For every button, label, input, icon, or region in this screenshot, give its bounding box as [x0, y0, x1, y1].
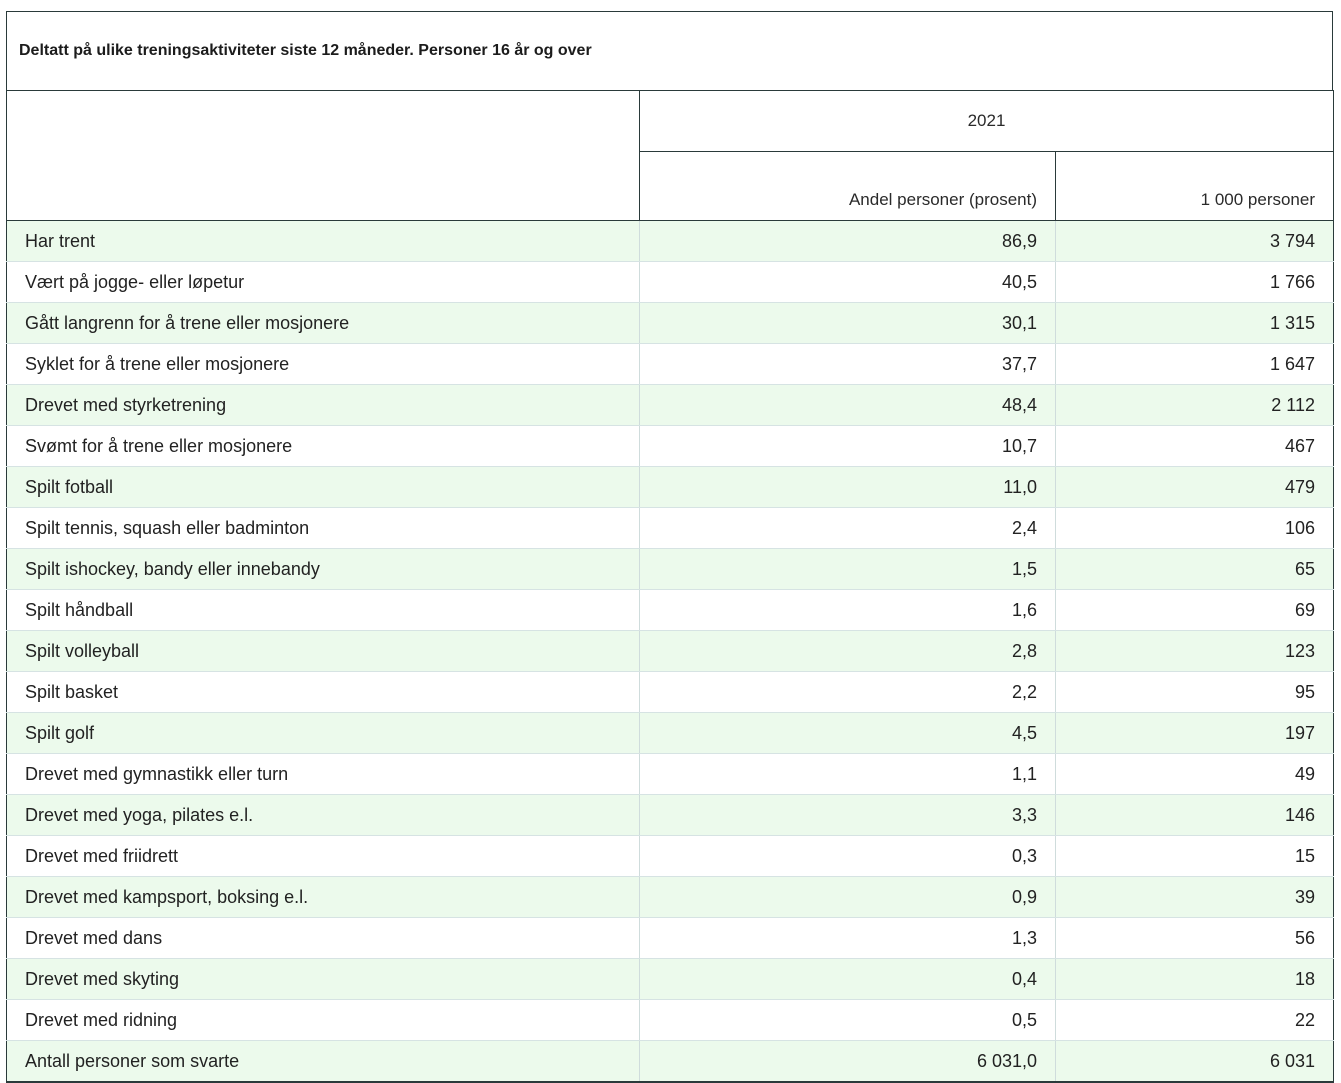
share-cell: 1,6 — [639, 589, 1056, 631]
statistics-table: 2021 Andel personer (prosent) 1 000 pers… — [6, 90, 1335, 1083]
table-row: Spilt fotball 11,0 479 — [6, 466, 1335, 508]
row-label: Har trent — [6, 220, 640, 262]
row-label: Spilt fotball — [6, 466, 640, 508]
share-cell: 0,4 — [639, 958, 1056, 1000]
year-header: 2021 — [639, 90, 1335, 152]
share-cell: 1,5 — [639, 548, 1056, 590]
row-label: Antall personer som svarte — [6, 1040, 640, 1083]
persons-cell: 3 794 — [1055, 220, 1335, 262]
table-row: Gått langrenn for å trene eller mosjoner… — [6, 302, 1335, 344]
share-cell: 1,3 — [639, 917, 1056, 959]
share-cell: 10,7 — [639, 425, 1056, 467]
persons-cell: 69 — [1055, 589, 1335, 631]
table-row: Drevet med friidrett 0,3 15 — [6, 835, 1335, 877]
row-label: Spilt ishockey, bandy eller innebandy — [6, 548, 640, 590]
share-cell: 0,9 — [639, 876, 1056, 918]
share-cell: 0,5 — [639, 999, 1056, 1041]
row-label: Svømt for å trene eller mosjonere — [6, 425, 640, 467]
persons-cell: 146 — [1055, 794, 1335, 836]
share-cell: 48,4 — [639, 384, 1056, 426]
share-cell: 3,3 — [639, 794, 1056, 836]
persons-cell: 65 — [1055, 548, 1335, 590]
share-cell: 11,0 — [639, 466, 1056, 508]
row-label: Drevet med friidrett — [6, 835, 640, 877]
share-cell: 37,7 — [639, 343, 1056, 385]
row-label: Gått langrenn for å trene eller mosjoner… — [6, 302, 640, 344]
row-label: Syklet for å trene eller mosjonere — [6, 343, 640, 385]
share-column-header: Andel personer (prosent) — [639, 151, 1056, 221]
persons-cell: 1 766 — [1055, 261, 1335, 303]
row-label: Spilt håndball — [6, 589, 640, 631]
row-label: Drevet med kampsport, boksing e.l. — [6, 876, 640, 918]
share-cell: 86,9 — [639, 220, 1056, 262]
table-row: Svømt for å trene eller mosjonere 10,7 467 — [6, 425, 1335, 467]
persons-cell: 2 112 — [1055, 384, 1335, 426]
row-label: Spilt basket — [6, 671, 640, 713]
persons-cell: 22 — [1055, 999, 1335, 1041]
row-label: Drevet med yoga, pilates e.l. — [6, 794, 640, 836]
persons-cell: 106 — [1055, 507, 1335, 549]
persons-cell: 39 — [1055, 876, 1335, 918]
share-cell: 6 031,0 — [639, 1040, 1056, 1083]
row-label: Drevet med ridning — [6, 999, 640, 1041]
table-row: Spilt basket 2,2 95 — [6, 671, 1335, 713]
persons-cell: 6 031 — [1055, 1040, 1335, 1083]
table-row: Drevet med yoga, pilates e.l. 3,3 146 — [6, 794, 1335, 836]
table-row: Spilt golf 4,5 197 — [6, 712, 1335, 754]
table-row: Spilt håndball 1,6 69 — [6, 589, 1335, 631]
table-row: Drevet med dans 1,3 56 — [6, 917, 1335, 959]
table-row: Drevet med skyting 0,4 18 — [6, 958, 1335, 1000]
table-row: Spilt volleyball 2,8 123 — [6, 630, 1335, 672]
share-cell: 4,5 — [639, 712, 1056, 754]
persons-cell: 49 — [1055, 753, 1335, 795]
share-cell: 0,3 — [639, 835, 1056, 877]
share-cell: 30,1 — [639, 302, 1056, 344]
persons-cell: 1 315 — [1055, 302, 1335, 344]
persons-cell: 18 — [1055, 958, 1335, 1000]
share-cell: 2,4 — [639, 507, 1056, 549]
persons-cell: 479 — [1055, 466, 1335, 508]
persons-cell: 95 — [1055, 671, 1335, 713]
share-cell: 1,1 — [639, 753, 1056, 795]
row-label: Spilt volleyball — [6, 630, 640, 672]
row-label: Drevet med gymnastikk eller turn — [6, 753, 640, 795]
row-label: Drevet med skyting — [6, 958, 640, 1000]
table-row: Drevet med ridning 0,5 22 — [6, 999, 1335, 1041]
table-row: Spilt ishockey, bandy eller innebandy 1,5… — [6, 548, 1335, 590]
table-row: Drevet med gymnastikk eller turn 1,1 49 — [6, 753, 1335, 795]
table-row: Drevet med styrketrening 48,4 2 112 — [6, 384, 1335, 426]
share-cell: 2,2 — [639, 671, 1056, 713]
persons-cell: 56 — [1055, 917, 1335, 959]
table-header: 2021 Andel personer (prosent) 1 000 pers… — [6, 90, 1335, 221]
stub-header — [6, 90, 640, 221]
table-row: Har trent 86,9 3 794 — [6, 220, 1335, 262]
share-cell: 2,8 — [639, 630, 1056, 672]
persons-cell: 197 — [1055, 712, 1335, 754]
table-row: Drevet med kampsport, boksing e.l. 0,9 39 — [6, 876, 1335, 918]
persons-cell: 15 — [1055, 835, 1335, 877]
persons-cell: 1 647 — [1055, 343, 1335, 385]
persons-cell: 467 — [1055, 425, 1335, 467]
table-row: Syklet for å trene eller mosjonere 37,7 1 … — [6, 343, 1335, 385]
persons-cell: 123 — [1055, 630, 1335, 672]
table-row: Vært på jogge- eller løpetur 40,5 1 766 — [6, 261, 1335, 303]
row-label: Vært på jogge- eller løpetur — [6, 261, 640, 303]
table-body: Har trent 86,9 3 794 Vært på jogge- eller l… — [6, 220, 1335, 1083]
persons-column-header: 1 000 personer — [1055, 151, 1335, 221]
row-label: Drevet med styrketrening — [6, 384, 640, 426]
table-caption: Deltatt på ulike treningsaktiviteter sis… — [6, 11, 1333, 90]
row-label: Spilt golf — [6, 712, 640, 754]
row-label: Spilt tennis, squash eller badminton — [6, 507, 640, 549]
statistics-table-container: Deltatt på ulike treningsaktiviteter sis… — [6, 11, 1335, 1083]
share-cell: 40,5 — [639, 261, 1056, 303]
table-row: Antall personer som svarte 6 031,0 6 031 — [6, 1040, 1335, 1083]
table-row: Spilt tennis, squash eller badminton 2,4 1… — [6, 507, 1335, 549]
row-label: Drevet med dans — [6, 917, 640, 959]
